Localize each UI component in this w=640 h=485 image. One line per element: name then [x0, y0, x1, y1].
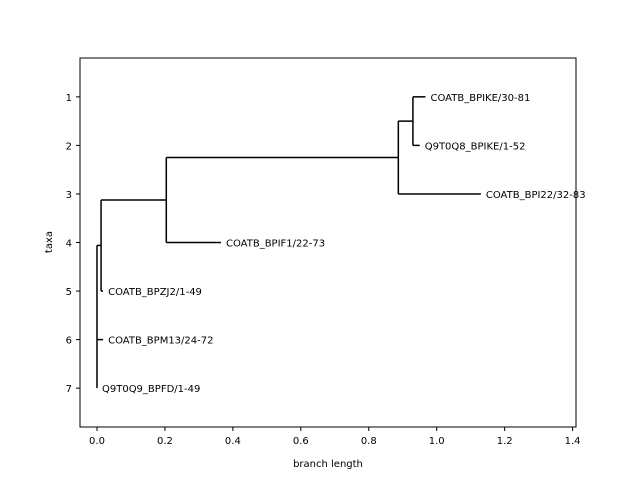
leaf-label-L4: COATB_BPIF1/22-73 — [226, 239, 325, 250]
leaf-labels: COATB_BPIKE/30-81 Q9T0Q8_BPIKE/1-52 COATB_… — [102, 93, 586, 395]
y-tick-label: 7 — [66, 384, 72, 395]
y-tick-label: 2 — [66, 141, 72, 152]
x-tick-label: 0.4 — [225, 436, 241, 447]
leaf-label-L1: COATB_BPIKE/30-81 — [431, 93, 531, 104]
x-tick-label: 1.2 — [497, 436, 513, 447]
leaf-label-L2: Q9T0Q8_BPIKE/1-52 — [425, 141, 526, 152]
y-tick-label: 4 — [66, 239, 72, 250]
y-tick-label: 5 — [66, 287, 72, 298]
y-axis-ticks: 1 2 3 4 5 6 7 — [66, 93, 80, 395]
x-tick-label: 1.0 — [429, 436, 445, 447]
x-tick-label: 0.6 — [293, 436, 309, 447]
y-tick-label: 3 — [66, 190, 72, 201]
x-tick-label: 0.2 — [157, 436, 173, 447]
leaf-label-L3: COATB_BPI22/32-83 — [486, 190, 586, 201]
y-axis-label: taxa — [44, 231, 55, 253]
leaf-label-L5: COATB_BPZJ2/1-49 — [108, 287, 202, 298]
x-tick-label: 0.0 — [89, 436, 105, 447]
leaf-label-L6: COATB_BPM13/24-72 — [108, 336, 213, 347]
y-tick-label: 6 — [66, 336, 72, 347]
y-tick-label: 1 — [66, 93, 72, 104]
leaf-label-L7: Q9T0Q9_BPFD/1-49 — [102, 384, 200, 395]
x-tick-label: 1.4 — [565, 436, 581, 447]
x-tick-label: 0.8 — [361, 436, 377, 447]
x-axis-ticks: 0.0 0.2 0.4 0.6 0.8 1.0 1.2 1.4 — [89, 427, 581, 447]
tree-branches — [96, 96, 481, 389]
x-axis-label: branch length — [293, 459, 363, 470]
